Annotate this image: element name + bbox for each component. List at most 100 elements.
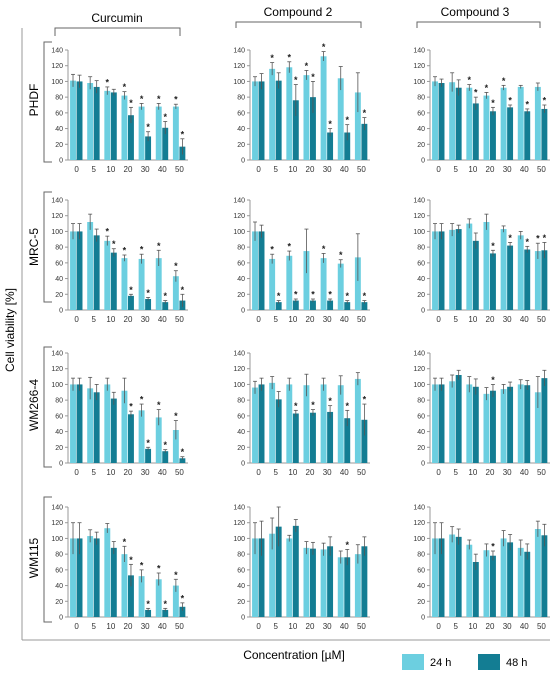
x-tick-label: 0 <box>74 468 79 477</box>
x-tick-label: 40 <box>520 165 529 174</box>
bar-24h <box>104 90 111 160</box>
bar-24h <box>432 538 438 617</box>
y-tick-label: 80 <box>417 398 425 405</box>
significance-mark: * <box>129 402 133 412</box>
x-tick-label: 20 <box>306 315 315 324</box>
column-bracket <box>416 21 541 28</box>
x-tick-label: 30 <box>323 165 332 174</box>
y-tick-label: 40 <box>417 429 425 436</box>
y-tick-label: 60 <box>417 260 425 267</box>
y-tick-label: 40 <box>55 276 63 283</box>
x-tick-label: 20 <box>486 622 495 631</box>
x-tick-label: 50 <box>357 622 366 631</box>
significance-mark: * <box>174 261 178 271</box>
significance-mark: * <box>181 285 185 295</box>
y-tick-label: 120 <box>233 520 245 527</box>
bar-24h <box>155 258 162 310</box>
y-tick-label: 140 <box>413 198 425 205</box>
y-tick-label: 0 <box>59 461 63 468</box>
bar-24h <box>337 263 344 310</box>
bar-24h <box>534 392 541 463</box>
bar-48h <box>327 411 334 463</box>
bar-48h <box>258 384 265 463</box>
bar-24h <box>337 557 344 617</box>
bar-48h <box>128 295 134 310</box>
y-tick-label: 80 <box>55 552 63 559</box>
bar-24h <box>432 231 438 310</box>
bar-24h <box>303 251 310 310</box>
bar-48h <box>292 525 299 617</box>
bar-24h <box>70 538 76 617</box>
y-tick-label: 0 <box>59 615 63 622</box>
y-tick-label: 120 <box>413 366 425 373</box>
x-tick-label: 0 <box>436 315 441 324</box>
x-tick-label: 50 <box>537 315 546 324</box>
x-tick-label: 50 <box>175 165 184 174</box>
x-tick-label: 5 <box>273 622 278 631</box>
x-tick-label: 20 <box>124 165 133 174</box>
significance-mark: * <box>543 233 547 243</box>
bar-24h <box>155 417 162 463</box>
significance-mark: * <box>181 593 185 603</box>
x-tick-label: 5 <box>91 622 96 631</box>
significance-mark: * <box>157 241 161 251</box>
x-tick-label: 20 <box>124 468 133 477</box>
x-tick-label: 0 <box>256 315 261 324</box>
y-tick-label: 0 <box>421 615 425 622</box>
bar-24h <box>354 554 361 617</box>
x-tick-label: 5 <box>453 315 458 324</box>
y-tick-label: 100 <box>51 79 63 86</box>
bar-48h <box>162 302 169 310</box>
y-tick-label: 80 <box>417 95 425 102</box>
x-tick-label: 40 <box>340 468 349 477</box>
y-tick-label: 60 <box>55 110 63 117</box>
y-tick-label: 60 <box>237 110 245 117</box>
x-tick-label: 30 <box>323 468 332 477</box>
x-tick-label: 30 <box>141 622 150 631</box>
y-tick-label: 0 <box>241 308 245 315</box>
significance-mark: * <box>491 542 495 552</box>
bar-48h <box>541 535 548 617</box>
bar-48h <box>472 386 479 463</box>
bar-48h <box>361 302 368 310</box>
x-tick-label: 30 <box>503 468 512 477</box>
bar-48h <box>541 108 548 160</box>
y-tick-label: 40 <box>237 429 245 436</box>
bar-48h <box>507 245 514 310</box>
bar-24h <box>483 222 490 310</box>
y-tick-label: 80 <box>417 245 425 252</box>
bar-24h <box>466 87 473 160</box>
y-axis-label: Cell viability [%] <box>3 288 17 372</box>
bar-48h <box>275 526 282 617</box>
bar-24h <box>517 86 524 160</box>
y-tick-label: 80 <box>417 552 425 559</box>
bar-24h <box>534 86 541 160</box>
y-tick-label: 120 <box>51 213 63 220</box>
bar-24h <box>121 554 128 617</box>
significance-mark: * <box>345 115 349 125</box>
bar-48h <box>275 302 282 310</box>
x-tick-label: 10 <box>288 315 297 324</box>
x-tick-label: 50 <box>357 468 366 477</box>
significance-mark: * <box>106 227 110 237</box>
x-tick-label: 30 <box>323 622 332 631</box>
bar-48h <box>93 392 100 463</box>
y-tick-label: 40 <box>237 276 245 283</box>
x-tick-label: 30 <box>141 315 150 324</box>
bar-24h <box>269 258 276 310</box>
bar-24h <box>104 528 111 617</box>
y-tick-label: 100 <box>233 229 245 236</box>
y-tick-label: 0 <box>241 461 245 468</box>
significance-mark: * <box>322 42 326 52</box>
significance-mark: * <box>174 570 178 580</box>
y-tick-label: 100 <box>233 536 245 543</box>
x-tick-label: 20 <box>486 468 495 477</box>
significance-mark: * <box>525 237 529 247</box>
y-tick-label: 40 <box>55 583 63 590</box>
bar-48h <box>128 414 134 463</box>
x-tick-label: 10 <box>288 622 297 631</box>
y-tick-label: 40 <box>55 126 63 133</box>
